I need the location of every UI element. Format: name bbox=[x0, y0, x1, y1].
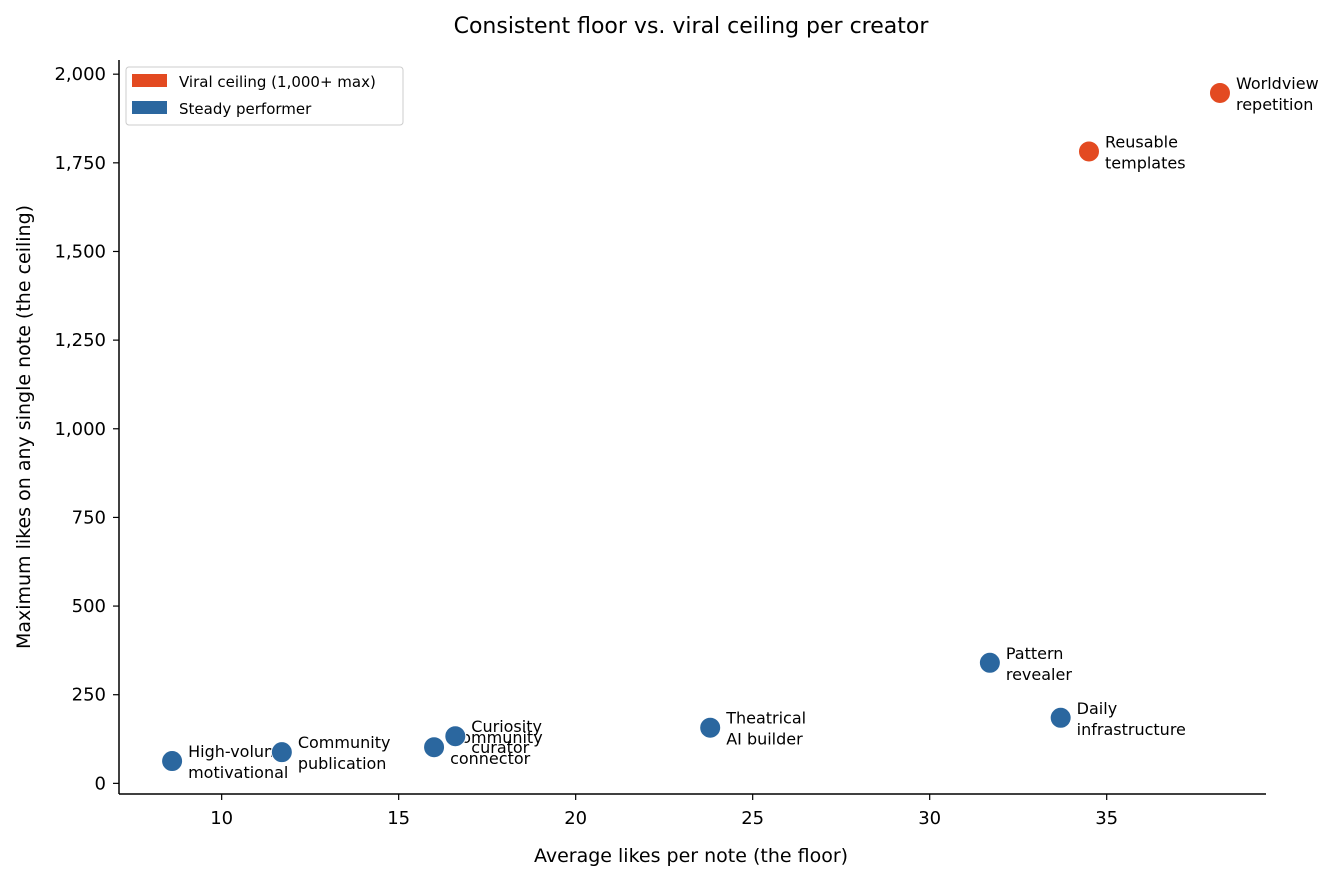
y-tick-label: 500 bbox=[72, 596, 106, 617]
data-point-steady bbox=[161, 750, 184, 773]
y-tick-label: 2,000 bbox=[54, 64, 106, 85]
legend: Viral ceiling (1,000+ max) Steady perfor… bbox=[125, 66, 404, 126]
x-tick-label: 10 bbox=[210, 808, 233, 829]
y-tick-label: 750 bbox=[72, 507, 106, 528]
y-tick-label: 0 bbox=[95, 773, 106, 794]
point-label: Reusable templates bbox=[1105, 132, 1186, 172]
y-tick-label: 1,750 bbox=[54, 153, 106, 174]
y-tick-label: 250 bbox=[72, 685, 106, 706]
point-label: Daily infrastructure bbox=[1077, 699, 1186, 739]
legend-swatch-viral bbox=[132, 74, 167, 87]
data-point-steady bbox=[444, 725, 467, 748]
y-tick-label: 1,000 bbox=[54, 419, 106, 440]
y-axis-label: Maximum likes on any single note (the ce… bbox=[13, 205, 35, 649]
point-label: Worldview repetition bbox=[1236, 74, 1319, 114]
point-label: Community publication bbox=[298, 733, 391, 773]
point-label: Pattern revealer bbox=[1006, 644, 1072, 684]
data-point-steady bbox=[1049, 706, 1072, 729]
x-axis-label: Average likes per note (the floor) bbox=[534, 845, 848, 867]
point-label: Curiosity curator bbox=[471, 717, 542, 757]
point-label: High-volume motivational bbox=[188, 742, 289, 782]
x-ticks: 10 15 20 25 30 35 bbox=[210, 794, 1118, 829]
x-tick-label: 15 bbox=[387, 808, 410, 829]
legend-swatch-steady bbox=[132, 101, 167, 114]
data-point-viral bbox=[1208, 81, 1231, 104]
y-ticks: 0 250 500 750 1,000 1,250 1,500 1,750 2,000 bbox=[54, 64, 119, 794]
data-point-viral bbox=[1077, 140, 1100, 163]
legend-frame bbox=[125, 66, 404, 126]
data-point-steady bbox=[699, 716, 722, 739]
data-point-steady bbox=[423, 736, 446, 759]
x-tick-label: 30 bbox=[918, 808, 941, 829]
data-point-steady bbox=[270, 741, 293, 764]
y-tick-label: 1,250 bbox=[54, 330, 106, 351]
y-tick-label: 1,500 bbox=[54, 241, 106, 262]
x-tick-label: 20 bbox=[564, 808, 587, 829]
point-label: Theatrical AI builder bbox=[725, 709, 806, 749]
x-tick-label: 25 bbox=[741, 808, 764, 829]
legend-label-steady: Steady performer bbox=[179, 100, 312, 118]
legend-label-viral: Viral ceiling (1,000+ max) bbox=[179, 73, 376, 91]
x-tick-label: 35 bbox=[1095, 808, 1118, 829]
data-point-steady bbox=[978, 651, 1001, 674]
chart-title: Consistent floor vs. viral ceiling per c… bbox=[454, 14, 930, 39]
point-label: Community connector bbox=[450, 728, 543, 768]
